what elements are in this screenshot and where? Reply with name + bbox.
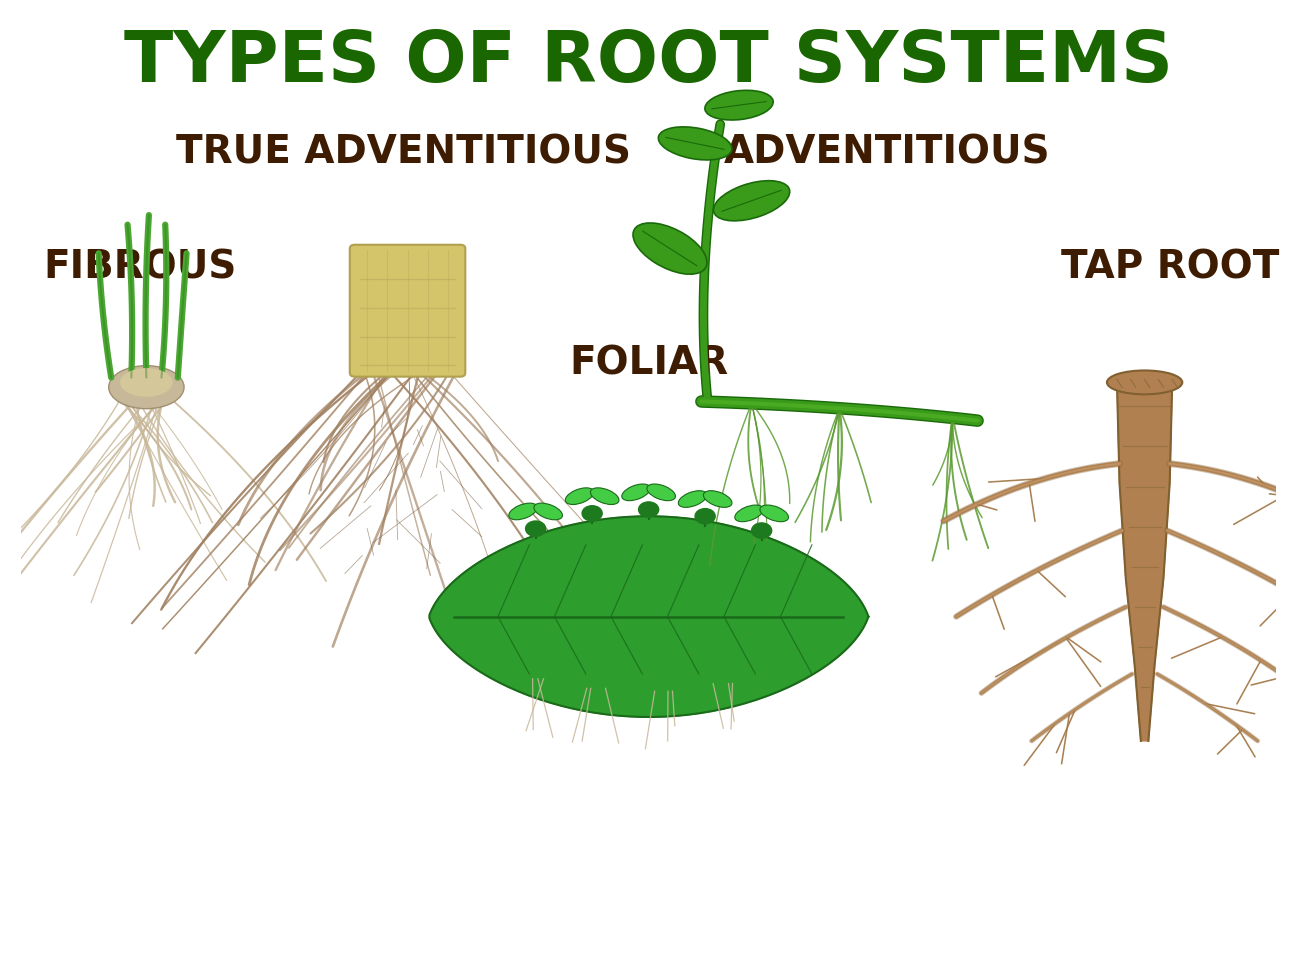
Circle shape [525, 521, 546, 536]
Ellipse shape [621, 484, 650, 501]
Ellipse shape [760, 505, 789, 522]
Ellipse shape [566, 488, 594, 505]
Ellipse shape [734, 505, 763, 522]
Ellipse shape [647, 484, 676, 501]
Polygon shape [429, 516, 868, 717]
Ellipse shape [703, 490, 732, 508]
Ellipse shape [590, 488, 619, 505]
Circle shape [582, 506, 602, 521]
FancyBboxPatch shape [350, 245, 465, 377]
Text: TYPES OF ROOT SYSTEMS: TYPES OF ROOT SYSTEMS [124, 28, 1173, 97]
Ellipse shape [120, 368, 173, 397]
Circle shape [751, 523, 772, 538]
Ellipse shape [705, 90, 774, 120]
Ellipse shape [658, 127, 732, 160]
Circle shape [696, 509, 715, 524]
Text: FIBROUS: FIBROUS [43, 249, 237, 287]
Ellipse shape [534, 503, 563, 520]
Ellipse shape [109, 366, 185, 409]
Text: FOLIAR: FOLIAR [569, 344, 728, 382]
Polygon shape [1117, 382, 1173, 741]
Text: ADVENTITIOUS: ADVENTITIOUS [724, 134, 1050, 172]
Ellipse shape [714, 181, 789, 221]
Ellipse shape [679, 490, 707, 508]
Circle shape [638, 502, 659, 517]
Ellipse shape [508, 503, 537, 520]
Text: TRUE ADVENTITIOUS: TRUE ADVENTITIOUS [177, 134, 632, 172]
Ellipse shape [633, 223, 707, 274]
Text: TAP ROOT: TAP ROOT [1061, 249, 1279, 287]
Ellipse shape [1106, 370, 1182, 395]
